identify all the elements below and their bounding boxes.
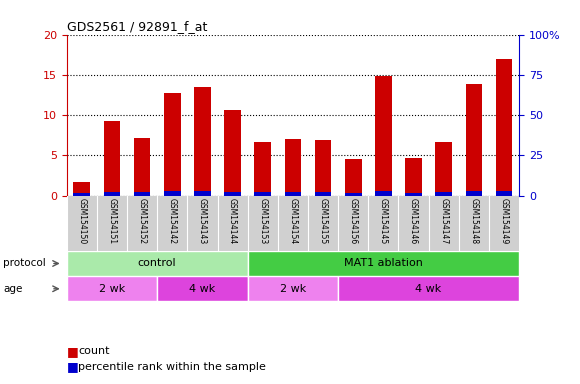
Bar: [157, 276, 248, 301]
Bar: [405, 193, 422, 195]
Text: GSM154143: GSM154143: [198, 199, 207, 245]
Text: GSM154145: GSM154145: [379, 199, 388, 245]
Bar: [164, 191, 180, 195]
Bar: [285, 192, 301, 195]
Text: MAT1 ablation: MAT1 ablation: [344, 258, 423, 268]
Text: ■: ■: [67, 360, 78, 373]
Bar: [67, 251, 248, 276]
Bar: [338, 276, 519, 301]
Bar: [67, 276, 157, 301]
Bar: [248, 251, 519, 276]
Text: GSM154142: GSM154142: [168, 199, 177, 245]
Text: count: count: [78, 346, 110, 356]
Bar: [315, 192, 331, 195]
Bar: [224, 110, 241, 195]
Text: GSM154151: GSM154151: [107, 199, 117, 245]
Bar: [74, 193, 90, 195]
Bar: [224, 192, 241, 195]
Text: GSM154156: GSM154156: [349, 199, 358, 245]
Bar: [104, 192, 120, 195]
Bar: [255, 192, 271, 195]
Bar: [104, 121, 120, 195]
Text: 2 wk: 2 wk: [99, 284, 125, 294]
Bar: [164, 93, 180, 195]
Bar: [466, 191, 482, 195]
Bar: [74, 182, 90, 195]
Bar: [375, 76, 392, 195]
Bar: [248, 276, 338, 301]
Bar: [345, 193, 361, 195]
Bar: [405, 158, 422, 195]
Bar: [496, 191, 512, 195]
Bar: [436, 142, 452, 195]
Text: GSM154148: GSM154148: [469, 199, 478, 245]
Bar: [255, 142, 271, 195]
Text: percentile rank within the sample: percentile rank within the sample: [78, 362, 266, 372]
Text: GSM154149: GSM154149: [499, 199, 509, 245]
Bar: [134, 192, 150, 195]
Text: GSM154153: GSM154153: [258, 199, 267, 245]
Text: 2 wk: 2 wk: [280, 284, 306, 294]
Bar: [134, 139, 150, 195]
Text: 4 wk: 4 wk: [189, 284, 216, 294]
Text: GSM154155: GSM154155: [318, 199, 328, 245]
Text: GSM154144: GSM154144: [228, 199, 237, 245]
Bar: [285, 139, 301, 195]
Text: GSM154150: GSM154150: [77, 199, 86, 245]
Bar: [315, 140, 331, 195]
Bar: [496, 59, 512, 195]
Bar: [375, 191, 392, 195]
Text: GDS2561 / 92891_f_at: GDS2561 / 92891_f_at: [67, 20, 207, 33]
Bar: [345, 159, 361, 195]
Bar: [466, 84, 482, 195]
Text: control: control: [138, 258, 176, 268]
Text: GSM154146: GSM154146: [409, 199, 418, 245]
Text: GSM154147: GSM154147: [439, 199, 448, 245]
Bar: [194, 87, 211, 195]
Text: ■: ■: [67, 345, 78, 358]
Text: protocol: protocol: [3, 258, 46, 268]
Text: GSM154154: GSM154154: [288, 199, 298, 245]
Bar: [194, 191, 211, 195]
Text: age: age: [3, 284, 22, 294]
Text: GSM154152: GSM154152: [137, 199, 147, 245]
Bar: [436, 192, 452, 195]
Text: 4 wk: 4 wk: [415, 284, 442, 294]
